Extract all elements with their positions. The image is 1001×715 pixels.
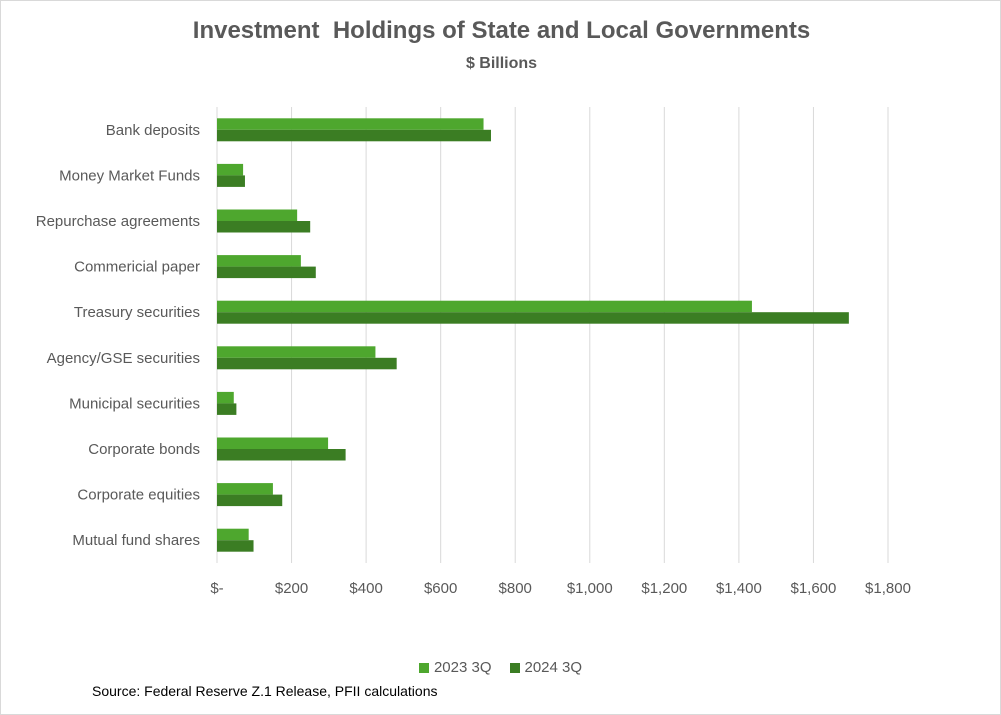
bar-2023-3q [217, 300, 752, 313]
category-label: Treasury securities [74, 304, 200, 321]
category-label: Money Market Funds [59, 167, 200, 184]
bar-2023-3q [217, 391, 234, 404]
category-label: Repurchase agreements [36, 213, 200, 230]
bar-2023-3q [217, 437, 329, 449]
bar-2024-3q [217, 540, 254, 552]
bar-2024-3q [217, 403, 237, 415]
legend-swatch [509, 662, 520, 673]
category-label: Agency/GSE securities [47, 350, 200, 367]
bar-2024-3q [217, 221, 311, 233]
x-tick-label: $200 [275, 580, 308, 597]
x-tick-label: $1,800 [865, 580, 911, 597]
category-label: Commericial paper [74, 259, 200, 276]
category-label: Corporate equities [77, 487, 200, 504]
x-tick-label: $1,200 [641, 580, 687, 597]
category-label: Bank deposits [106, 122, 200, 139]
bar-2024-3q [217, 175, 245, 187]
legend-item: 2023 3Q [418, 659, 492, 676]
bar-2024-3q [217, 129, 491, 142]
legend-label: 2024 3Q [524, 659, 583, 676]
source-note: Source: Federal Reserve Z.1 Release, PFI… [92, 683, 438, 699]
x-tick-label: $1,600 [790, 580, 836, 597]
x-tick-label: $800 [499, 580, 532, 597]
bar-2024-3q [217, 449, 346, 461]
category-label: Municipal securities [69, 395, 200, 412]
x-tick-label: $- [210, 580, 223, 597]
x-tick-label: $1,400 [716, 580, 762, 597]
bar-2024-3q [217, 312, 849, 324]
bar-2023-3q [217, 346, 376, 358]
category-label: Mutual fund shares [72, 532, 200, 549]
x-tick-label: $600 [424, 580, 457, 597]
legend-item: 2024 3Q [509, 659, 583, 676]
bar-2023-3q [217, 528, 249, 541]
bar-2023-3q [217, 118, 484, 130]
bar-2024-3q [217, 357, 397, 370]
bar-2024-3q [217, 494, 283, 507]
bar-2024-3q [217, 266, 316, 279]
chart-subtitle: $ Billions [465, 55, 538, 72]
bar-2023-3q [217, 255, 301, 267]
bar-2023-3q [217, 483, 273, 495]
chart-legend: 2023 3Q 2024 3Q [0, 659, 1001, 676]
x-tick-label: $400 [349, 580, 382, 597]
bar-2023-3q [217, 163, 244, 176]
legend-swatch [418, 662, 429, 673]
chart-title: Investment Holdings of State and Local G… [192, 17, 811, 44]
x-tick-label: $1,000 [567, 580, 613, 597]
category-label: Corporate bonds [88, 441, 200, 458]
bar-2023-3q [217, 209, 298, 221]
legend-label: 2023 3Q [433, 659, 492, 676]
